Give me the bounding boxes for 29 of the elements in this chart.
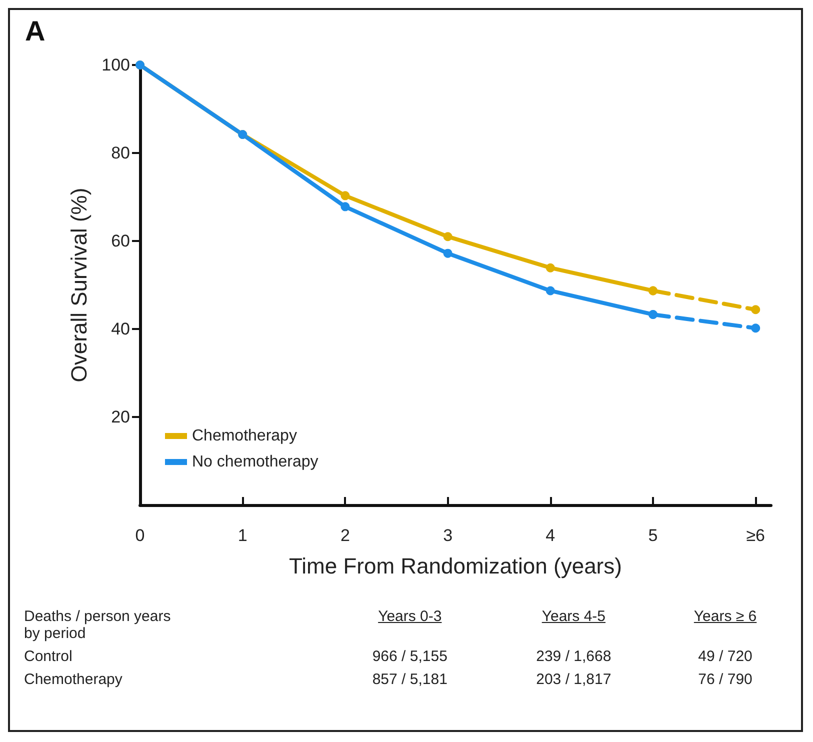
y-tick-label: 40	[111, 320, 130, 338]
text: 76 / 790	[697, 670, 754, 690]
y-tick-label: 20	[111, 408, 130, 426]
text: Deaths / person years by period	[23, 607, 172, 644]
y-axis-title: Overall Survival (%)	[66, 188, 92, 382]
x-tick-label: 5	[648, 526, 658, 545]
text: 857 / 5,181	[371, 670, 448, 690]
text: Years 4-5	[542, 608, 606, 625]
text: 203 / 1,817	[535, 670, 612, 690]
x-axis-title: Time From Randomization (years)	[289, 554, 622, 578]
text: Chemotherapy	[23, 670, 124, 690]
y-tick-label: 60	[111, 232, 130, 250]
x-tick-label: 2	[340, 526, 350, 545]
text: Years 0-3	[378, 608, 442, 625]
text: 49 / 720	[697, 647, 754, 667]
legend-label: No chemotherapy	[192, 454, 318, 470]
y-tick-label: 80	[111, 144, 130, 162]
x-tick-label: 4	[546, 526, 556, 545]
legend-label: Chemotherapy	[192, 428, 297, 444]
text: 966 / 5,155	[371, 647, 448, 667]
x-tick-label: ≥6	[746, 526, 766, 545]
chart-title: A	[25, 16, 46, 46]
text: Years ≥ 6	[694, 608, 757, 625]
text: 239 / 1,668	[535, 647, 612, 667]
x-tick-label: 0	[135, 526, 145, 545]
y-tick-label: 100	[102, 56, 130, 74]
text: Control	[23, 647, 74, 667]
x-tick-label: 3	[443, 526, 453, 545]
x-tick-label: 1	[238, 526, 248, 545]
